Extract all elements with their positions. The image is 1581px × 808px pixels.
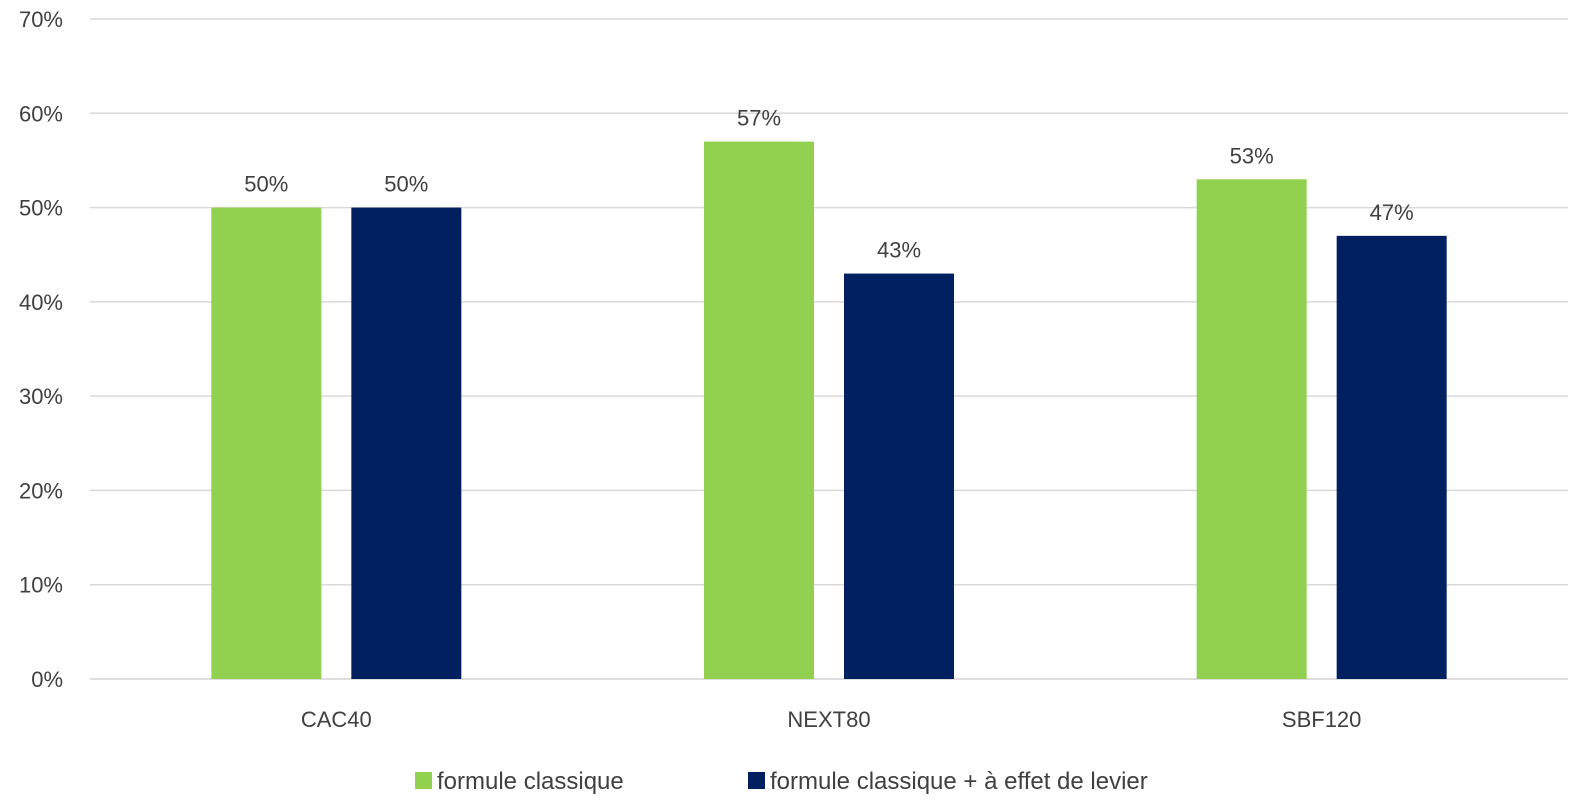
data-label: 50% (384, 172, 428, 197)
x-axis-tick-labels: CAC40 NEXT80 SBF120 (301, 707, 1362, 732)
bars (211, 141, 1447, 680)
y-tick-label: 70% (19, 7, 63, 32)
x-tick-label: CAC40 (301, 707, 372, 732)
data-label: 43% (877, 238, 921, 263)
y-tick-label: 30% (19, 384, 63, 409)
y-tick-label: 60% (19, 101, 63, 126)
legend-label: formule classique (437, 768, 624, 795)
bar (351, 207, 462, 680)
legend: formule classique formule classique + à e… (415, 768, 1148, 795)
data-label: 47% (1370, 200, 1414, 225)
y-tick-label: 50% (19, 196, 63, 221)
bar (844, 273, 954, 679)
y-tick-label: 0% (31, 667, 63, 692)
legend-swatch (415, 772, 432, 789)
data-labels: 50% 50% 57% 43% 53% 47% (244, 106, 1413, 263)
y-tick-label: 10% (19, 573, 63, 598)
gridlines (90, 18, 1568, 680)
data-label: 50% (244, 172, 288, 197)
y-tick-label: 20% (19, 478, 63, 503)
bar (211, 207, 322, 680)
legend-swatch (748, 772, 765, 789)
data-label: 57% (737, 106, 781, 131)
legend-label: formule classique + à effet de levier (770, 768, 1148, 795)
legend-item: formule classique (415, 768, 624, 795)
x-tick-label: SBF120 (1282, 707, 1362, 732)
bar (704, 141, 814, 680)
data-label: 53% (1230, 143, 1274, 168)
legend-item: formule classique + à effet de levier (748, 768, 1148, 795)
bar (1336, 235, 1447, 679)
bar (1196, 179, 1307, 680)
y-axis-tick-labels: 0% 10% 20% 30% 40% 50% 60% 70% (19, 7, 63, 692)
x-tick-label: NEXT80 (787, 707, 870, 732)
y-tick-label: 40% (19, 290, 63, 315)
